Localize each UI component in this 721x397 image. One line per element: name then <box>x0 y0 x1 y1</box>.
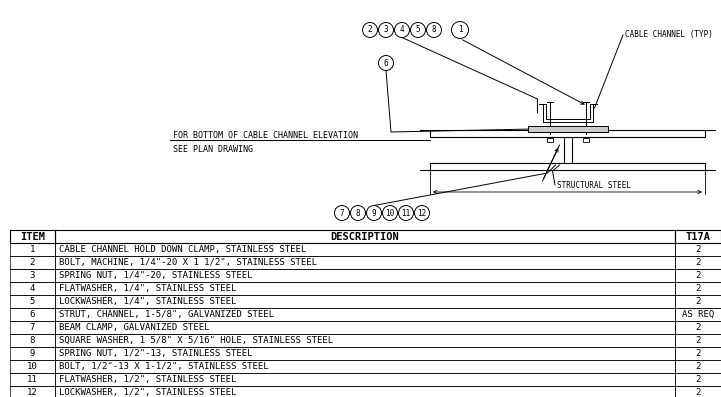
Text: AS REQ: AS REQ <box>682 310 714 319</box>
Circle shape <box>363 23 378 37</box>
Text: LOCKWASHER, 1/2", STAINLESS STEEL: LOCKWASHER, 1/2", STAINLESS STEEL <box>59 388 236 397</box>
Circle shape <box>379 56 394 71</box>
Text: CABLE CHANNEL (TYP): CABLE CHANNEL (TYP) <box>625 31 713 39</box>
Text: 2: 2 <box>695 388 701 397</box>
Text: 8: 8 <box>355 208 360 218</box>
Circle shape <box>427 23 441 37</box>
Text: 7: 7 <box>30 323 35 332</box>
Text: SQUARE WASHER, 1 5/8" X 5/16" HOLE, STAINLESS STEEL: SQUARE WASHER, 1 5/8" X 5/16" HOLE, STAI… <box>59 336 333 345</box>
Text: FOR BOTTOM OF CABLE CHANNEL ELEVATION: FOR BOTTOM OF CABLE CHANNEL ELEVATION <box>173 131 358 139</box>
Text: 5: 5 <box>30 297 35 306</box>
Text: 12: 12 <box>27 388 38 397</box>
Text: BEAM CLAMP, GALVANIZED STEEL: BEAM CLAMP, GALVANIZED STEEL <box>59 323 210 332</box>
Circle shape <box>410 23 425 37</box>
Text: BOLT, MACHINE, 1/4"-20 X 1 1/2", STAINLESS STEEL: BOLT, MACHINE, 1/4"-20 X 1 1/2", STAINLE… <box>59 258 317 267</box>
Circle shape <box>366 206 381 220</box>
Text: STRUT, CHANNEL, 1-5/8", GALVANIZED STEEL: STRUT, CHANNEL, 1-5/8", GALVANIZED STEEL <box>59 310 274 319</box>
Circle shape <box>335 206 350 220</box>
Text: 4: 4 <box>399 25 404 35</box>
Text: 3: 3 <box>30 271 35 280</box>
Text: 2: 2 <box>695 271 701 280</box>
Text: SPRING NUT, 1/4"-20, STAINLESS STEEL: SPRING NUT, 1/4"-20, STAINLESS STEEL <box>59 271 252 280</box>
Text: 7: 7 <box>340 208 345 218</box>
Text: BOLT, 1/2"-13 X 1-1/2", STAINLESS STEEL: BOLT, 1/2"-13 X 1-1/2", STAINLESS STEEL <box>59 362 269 371</box>
Text: 5: 5 <box>416 25 420 35</box>
Text: 2: 2 <box>30 258 35 267</box>
Text: 4: 4 <box>30 284 35 293</box>
Text: 2: 2 <box>695 362 701 371</box>
Text: 2: 2 <box>695 258 701 267</box>
Bar <box>430 130 705 137</box>
Text: 2: 2 <box>695 349 701 358</box>
Text: 6: 6 <box>384 58 389 67</box>
Text: 11: 11 <box>402 208 411 218</box>
Text: 2: 2 <box>695 323 701 332</box>
Text: STRUCTURAL STEEL: STRUCTURAL STEEL <box>557 181 631 189</box>
Circle shape <box>451 21 469 39</box>
Text: 10: 10 <box>27 362 38 371</box>
Text: LOCKWASHER, 1/4", STAINLESS STEEL: LOCKWASHER, 1/4", STAINLESS STEEL <box>59 297 236 306</box>
Circle shape <box>379 23 394 37</box>
Text: FLATWASHER, 1/4", STAINLESS STEEL: FLATWASHER, 1/4", STAINLESS STEEL <box>59 284 236 293</box>
Bar <box>547 138 552 142</box>
Text: FLATWASHER, 1/2", STAINLESS STEEL: FLATWASHER, 1/2", STAINLESS STEEL <box>59 375 236 384</box>
Bar <box>583 138 588 142</box>
Text: 3: 3 <box>384 25 389 35</box>
Text: 10: 10 <box>386 208 394 218</box>
Text: 11: 11 <box>27 375 38 384</box>
Text: DESCRIPTION: DESCRIPTION <box>331 231 399 241</box>
Text: CABLE CHANNEL HOLD DOWN CLAMP, STAINLESS STEEL: CABLE CHANNEL HOLD DOWN CLAMP, STAINLESS… <box>59 245 306 254</box>
Text: 9: 9 <box>30 349 35 358</box>
Text: 2: 2 <box>695 245 701 254</box>
Text: SPRING NUT, 1/2"-13, STAINLESS STEEL: SPRING NUT, 1/2"-13, STAINLESS STEEL <box>59 349 252 358</box>
Text: ITEM: ITEM <box>20 231 45 241</box>
Text: 6: 6 <box>30 310 35 319</box>
Text: 8: 8 <box>30 336 35 345</box>
Text: 12: 12 <box>417 208 427 218</box>
Circle shape <box>350 206 366 220</box>
Text: SEE PLAN DRAWING: SEE PLAN DRAWING <box>173 145 253 154</box>
Text: 2: 2 <box>695 375 701 384</box>
Circle shape <box>399 206 414 220</box>
Text: 2: 2 <box>695 336 701 345</box>
Bar <box>430 163 705 170</box>
Circle shape <box>415 206 430 220</box>
Text: 2: 2 <box>695 297 701 306</box>
Text: 2: 2 <box>695 284 701 293</box>
Text: 8: 8 <box>432 25 436 35</box>
Circle shape <box>383 206 397 220</box>
Text: 1: 1 <box>30 245 35 254</box>
Text: 9: 9 <box>372 208 376 218</box>
Text: T17A: T17A <box>686 231 710 241</box>
Text: 1: 1 <box>458 25 462 35</box>
Circle shape <box>394 23 410 37</box>
Text: 2: 2 <box>368 25 372 35</box>
Bar <box>528 126 608 132</box>
